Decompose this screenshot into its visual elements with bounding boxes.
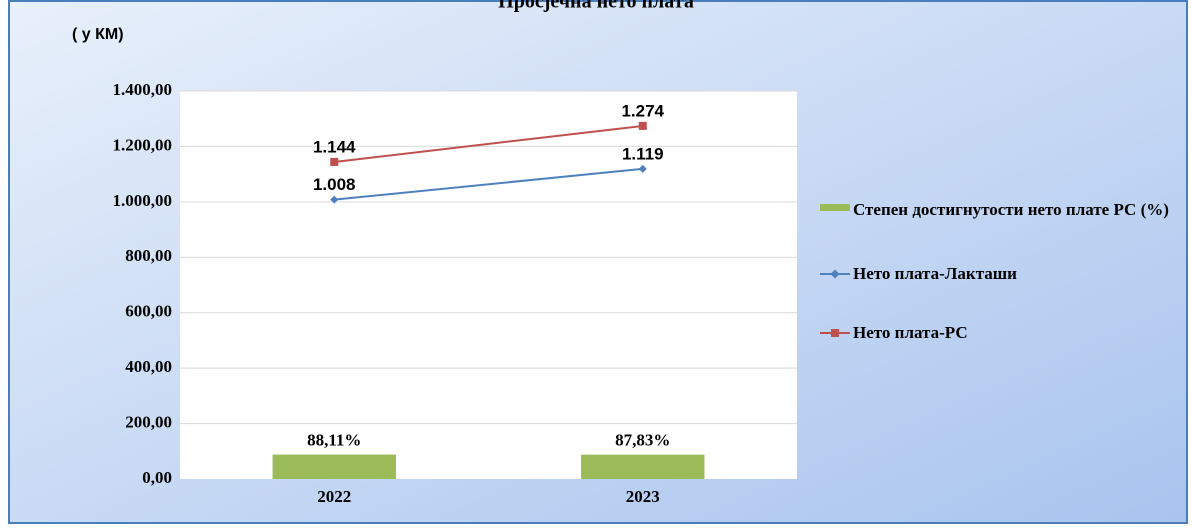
- y-tick-label: 1.200,00: [113, 135, 173, 154]
- y-tick-label: 0,00: [142, 468, 172, 487]
- legend-label: Нето плата-Лакташи: [853, 264, 1017, 283]
- marker: [638, 164, 647, 173]
- y-tick-label: 800,00: [125, 246, 172, 265]
- line: [334, 167, 643, 201]
- y-tick-label: 200,00: [125, 412, 172, 431]
- y-axis-label: ( у КМ): [72, 26, 124, 43]
- y-tick-label: 1.000,00: [113, 191, 173, 210]
- data-label: 1.008: [313, 175, 356, 194]
- y-tick-label: 400,00: [125, 357, 172, 376]
- data-label: 87,83%: [615, 431, 670, 450]
- marker: [638, 121, 647, 130]
- y-tick-label: 1.400,00: [113, 80, 173, 99]
- data-label: 1.119: [622, 144, 664, 163]
- plot-area: [180, 91, 797, 479]
- y-tick-label: 600,00: [125, 302, 172, 321]
- data-label: 1.274: [621, 101, 664, 120]
- marker: [330, 157, 339, 166]
- bar: [581, 454, 705, 479]
- legend-swatch: [820, 269, 850, 279]
- data-label: 88,11%: [307, 430, 361, 449]
- data-label: 1.144: [313, 137, 356, 156]
- chart-title: Просјечна нето плата: [498, 0, 694, 13]
- x-tick-label: 2023: [626, 487, 660, 506]
- marker: [330, 195, 339, 204]
- legend-marker: [831, 329, 839, 337]
- legend-swatch: [820, 329, 850, 337]
- bar: [272, 454, 396, 479]
- legend-label: Степен достигнутости нето плате РС (%): [853, 200, 1169, 219]
- line: [334, 124, 643, 163]
- legend-label: Нето плата-РС: [853, 323, 968, 342]
- legend-swatch: [820, 204, 850, 211]
- x-tick-label: 2022: [317, 487, 351, 506]
